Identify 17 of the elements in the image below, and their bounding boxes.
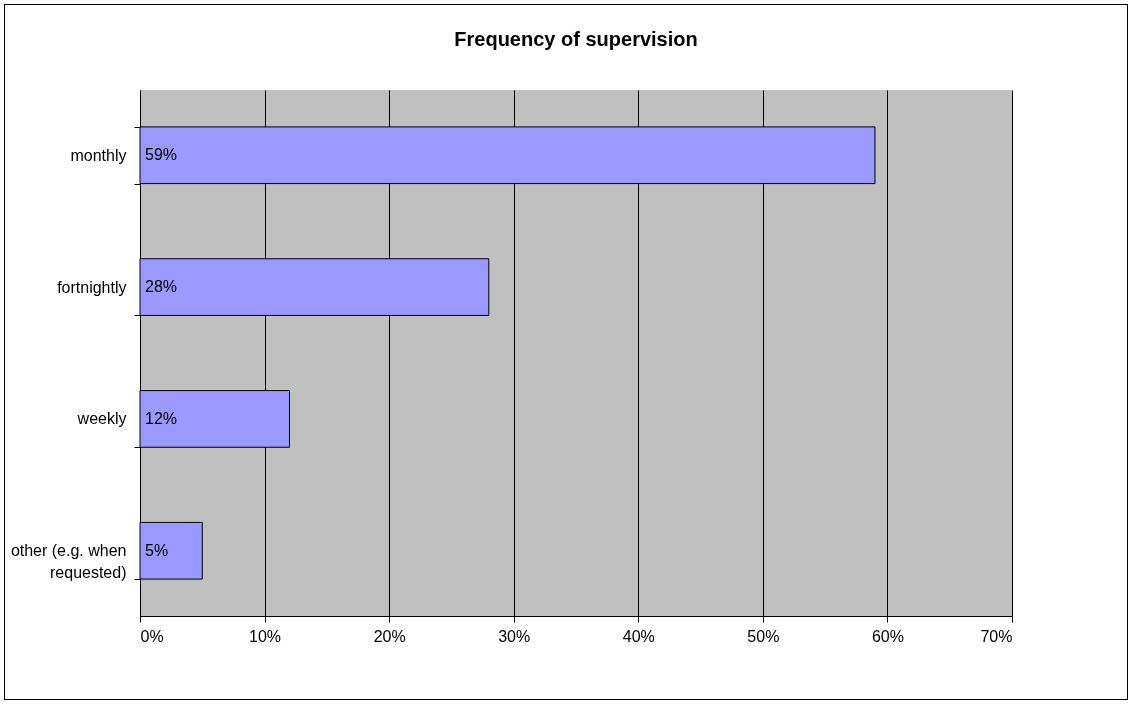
y-tick-label: other (e.g. when requested) xyxy=(10,542,127,582)
data-label: 12% xyxy=(145,409,178,427)
x-tick-label: 20% xyxy=(373,627,406,645)
x-tick-label: 70% xyxy=(980,627,1013,645)
x-tick-label: 40% xyxy=(622,627,655,645)
x-tick-label: 50% xyxy=(747,627,780,645)
data-label: 59% xyxy=(145,146,178,164)
data-label: 28% xyxy=(145,278,178,296)
x-tick-label: 10% xyxy=(249,627,282,645)
data-label: 5% xyxy=(145,541,169,559)
y-tick-label: weekly xyxy=(76,410,127,428)
x-tick-label: 30% xyxy=(498,627,531,645)
x-tick-label: 60% xyxy=(871,627,904,645)
chart-title: Frequency of supervision xyxy=(454,28,698,50)
y-tick-label: monthly xyxy=(70,146,127,164)
y-tick-label: fortnightly xyxy=(57,278,127,296)
x-tick-label: 0% xyxy=(140,627,164,645)
